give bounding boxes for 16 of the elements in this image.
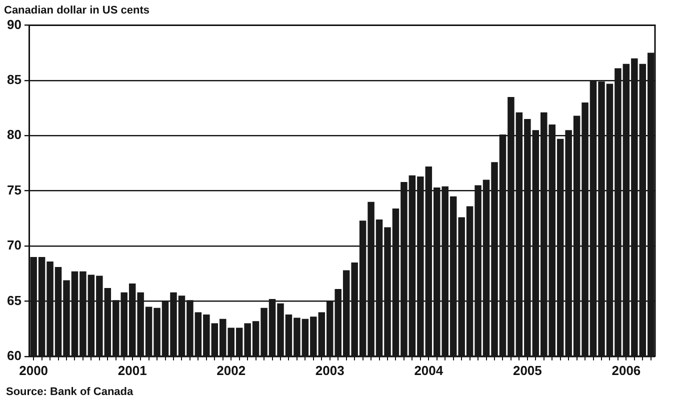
- y-tick-label: 75: [6, 182, 22, 198]
- y-tick-label: 90: [6, 16, 22, 32]
- y-tick-label: 65: [6, 292, 22, 308]
- x-tick-label: 2003: [315, 362, 344, 378]
- x-tick-label: 2006: [612, 362, 641, 378]
- x-tick-label: 2005: [512, 362, 542, 378]
- y-tick-label: 80: [6, 127, 22, 142]
- x-tick-label: 2002: [216, 362, 246, 378]
- x-tick-label: 2000: [19, 362, 48, 378]
- y-tick-label: 85: [6, 72, 22, 87]
- y-tick-label: 70: [6, 238, 22, 253]
- y-tick-label: 60: [6, 348, 22, 363]
- x-tick-label: 2004: [414, 362, 444, 378]
- source-note: Source: Bank of Canada: [6, 386, 134, 398]
- x-tick-label: 2001: [118, 362, 147, 378]
- chart-title: Canadian dollar in US cents: [4, 4, 150, 17]
